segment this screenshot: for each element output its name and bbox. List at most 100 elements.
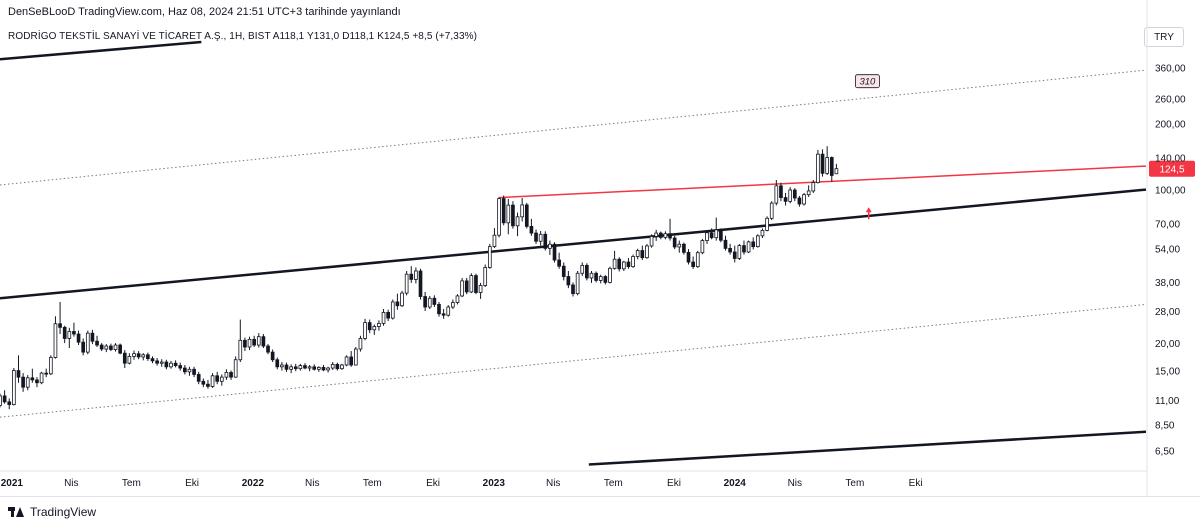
candle-body — [561, 265, 566, 277]
candle-body — [76, 333, 81, 343]
candle-body — [275, 359, 280, 368]
candle-body — [645, 245, 649, 259]
candle-body — [455, 295, 460, 303]
candle-body — [829, 157, 834, 176]
candle-body — [326, 367, 330, 371]
price-chart[interactable]: 124,5 310 360,00 260,00 200,00 140,00 100,00 7… — [0, 0, 1200, 496]
price-annotation-box — [855, 74, 880, 89]
candle-body — [464, 280, 469, 293]
x-tick-label: Eki — [909, 478, 923, 489]
candle-body — [492, 234, 497, 248]
lower-channel — [0, 303, 1146, 418]
candle-body — [35, 379, 39, 384]
candle-body — [483, 267, 488, 286]
candle-body — [668, 233, 672, 239]
y-tick-label: 70,00 — [1155, 220, 1180, 231]
candle-body — [141, 354, 146, 358]
candle-body — [427, 297, 432, 308]
candle-body — [418, 270, 423, 297]
candle-body — [649, 236, 654, 247]
x-tick-label: 2023 — [483, 478, 506, 489]
candle-body — [196, 374, 201, 382]
footer-brand: TradingView — [30, 505, 97, 519]
candle-body — [598, 276, 603, 281]
candle-body — [834, 168, 839, 175]
bottom-line — [588, 430, 1146, 466]
candle-body — [109, 345, 113, 350]
candle-body — [635, 250, 640, 257]
candle-body — [12, 370, 16, 405]
candle-body — [571, 284, 575, 295]
candle-body — [543, 233, 548, 249]
candle-body — [85, 332, 90, 353]
candle-body — [566, 276, 571, 286]
candle-body — [788, 189, 793, 202]
candle-body — [751, 241, 756, 248]
candle-body — [677, 243, 682, 248]
candle-body — [243, 339, 247, 348]
candle-body — [386, 311, 390, 319]
symbol-info-line: RODRİGO TEKSTİL SANAYİ VE TİCARET A.Ş., … — [8, 31, 478, 42]
up-arrow-icon — [865, 207, 872, 213]
candle-body — [113, 344, 118, 350]
candle-body — [25, 377, 30, 388]
trend-line — [0, 188, 1146, 300]
candle-body — [372, 326, 377, 331]
candle-body — [99, 344, 104, 350]
candle-body — [705, 232, 709, 241]
x-tick-label: Tem — [604, 478, 623, 489]
candle-body — [686, 251, 691, 263]
x-tick-label: Nis — [64, 478, 78, 489]
candle-body — [626, 261, 631, 268]
candle-body — [127, 356, 132, 364]
candle-body — [159, 361, 164, 364]
currency-button[interactable]: TRY — [1144, 27, 1184, 47]
candle-body — [423, 296, 427, 308]
candle-body — [756, 235, 760, 248]
chart-grid — [0, 0, 1148, 496]
candle-body — [746, 241, 751, 253]
candle-body — [487, 246, 492, 268]
candle-body — [594, 272, 598, 281]
candle-body — [621, 261, 626, 270]
candle-body — [233, 359, 238, 378]
candle-body — [400, 292, 404, 307]
candle-body — [330, 364, 335, 369]
candle-body — [7, 401, 12, 405]
candle-body — [723, 239, 728, 249]
tradingview-logo-icon — [8, 507, 24, 517]
y-tick-label: 260,00 — [1155, 94, 1186, 105]
candle-body — [511, 204, 515, 227]
candle-body — [409, 273, 414, 280]
candle-body — [825, 157, 829, 174]
candle-body — [451, 302, 455, 308]
candle-body — [631, 256, 635, 268]
candle-body — [797, 197, 802, 205]
candle-body — [682, 243, 686, 253]
candle-body — [30, 377, 35, 381]
candle-body — [72, 331, 76, 335]
footer-bar: TradingView — [0, 496, 1200, 525]
candle-body — [21, 376, 25, 388]
candle-body — [183, 367, 187, 373]
candle-body — [67, 331, 72, 339]
x-tick-label: Tem — [363, 478, 382, 489]
candle-body — [742, 245, 746, 253]
candle-body — [783, 197, 788, 202]
candle-body — [104, 345, 109, 350]
candle-body — [478, 285, 483, 293]
tradingview-logo[interactable]: TradingView — [8, 505, 96, 519]
candle-body — [580, 264, 585, 274]
price-annotation-label: 310 — [859, 77, 876, 88]
candle-body — [728, 247, 732, 253]
candle-body — [719, 229, 723, 241]
candle-body — [658, 232, 663, 238]
y-tick-label: 8,50 — [1155, 421, 1175, 432]
candle-body — [95, 340, 99, 346]
candle-body — [340, 364, 344, 370]
candle-body — [377, 322, 381, 327]
candle-body — [58, 323, 62, 328]
candle-body — [769, 202, 774, 219]
candle-body — [289, 366, 293, 370]
candle-body — [589, 272, 594, 279]
